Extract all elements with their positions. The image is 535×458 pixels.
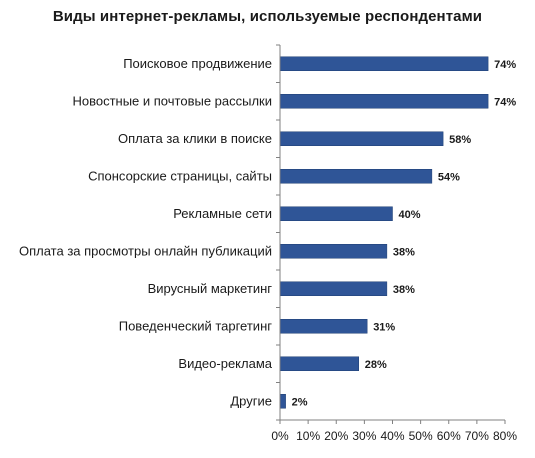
bar (279, 94, 489, 109)
category-label: Вирусный маркетинг (148, 281, 273, 296)
category-label: Поисковое продвижение (123, 56, 272, 71)
value-label: 74% (494, 96, 516, 108)
x-tick-label: 80% (493, 429, 517, 443)
category-label: Другие (230, 393, 272, 408)
value-label: 74% (494, 59, 516, 71)
category-label: Новостные и почтовые рассылки (72, 93, 272, 108)
x-tick-label: 10% (296, 429, 320, 443)
value-label: 31% (373, 321, 395, 333)
bar (279, 169, 433, 184)
value-label: 28% (365, 359, 387, 371)
x-tick-label: 20% (324, 429, 348, 443)
x-tick-label: 0% (271, 429, 289, 443)
value-label: 2% (292, 396, 308, 408)
category-label: Оплата за клики в поиске (118, 131, 272, 146)
bar (279, 131, 444, 146)
bar (279, 56, 489, 71)
value-label: 58% (449, 134, 471, 146)
chart-title: Виды интернет-рекламы, используемые респ… (52, 8, 483, 25)
bar (279, 394, 286, 409)
value-label: 38% (393, 246, 415, 258)
category-label: Оплата за просмотры онлайн публикаций (19, 243, 272, 258)
x-tick-label: 70% (465, 429, 489, 443)
bar (279, 281, 388, 296)
value-label: 40% (399, 209, 421, 221)
x-tick-label: 40% (380, 429, 404, 443)
category-label: Спонсорские страницы, сайты (88, 168, 272, 183)
bar (279, 356, 359, 371)
category-label: Видео-реклама (178, 356, 272, 371)
value-label: 54% (438, 171, 460, 183)
bar (279, 244, 388, 259)
bar (279, 319, 368, 334)
x-tick-label: 30% (352, 429, 376, 443)
bar (279, 206, 393, 221)
value-label: 38% (393, 284, 415, 296)
x-tick-label: 50% (409, 429, 433, 443)
category-label: Поведенческий таргетинг (119, 318, 273, 333)
category-label: Рекламные сети (173, 206, 272, 221)
x-tick-label: 60% (437, 429, 461, 443)
